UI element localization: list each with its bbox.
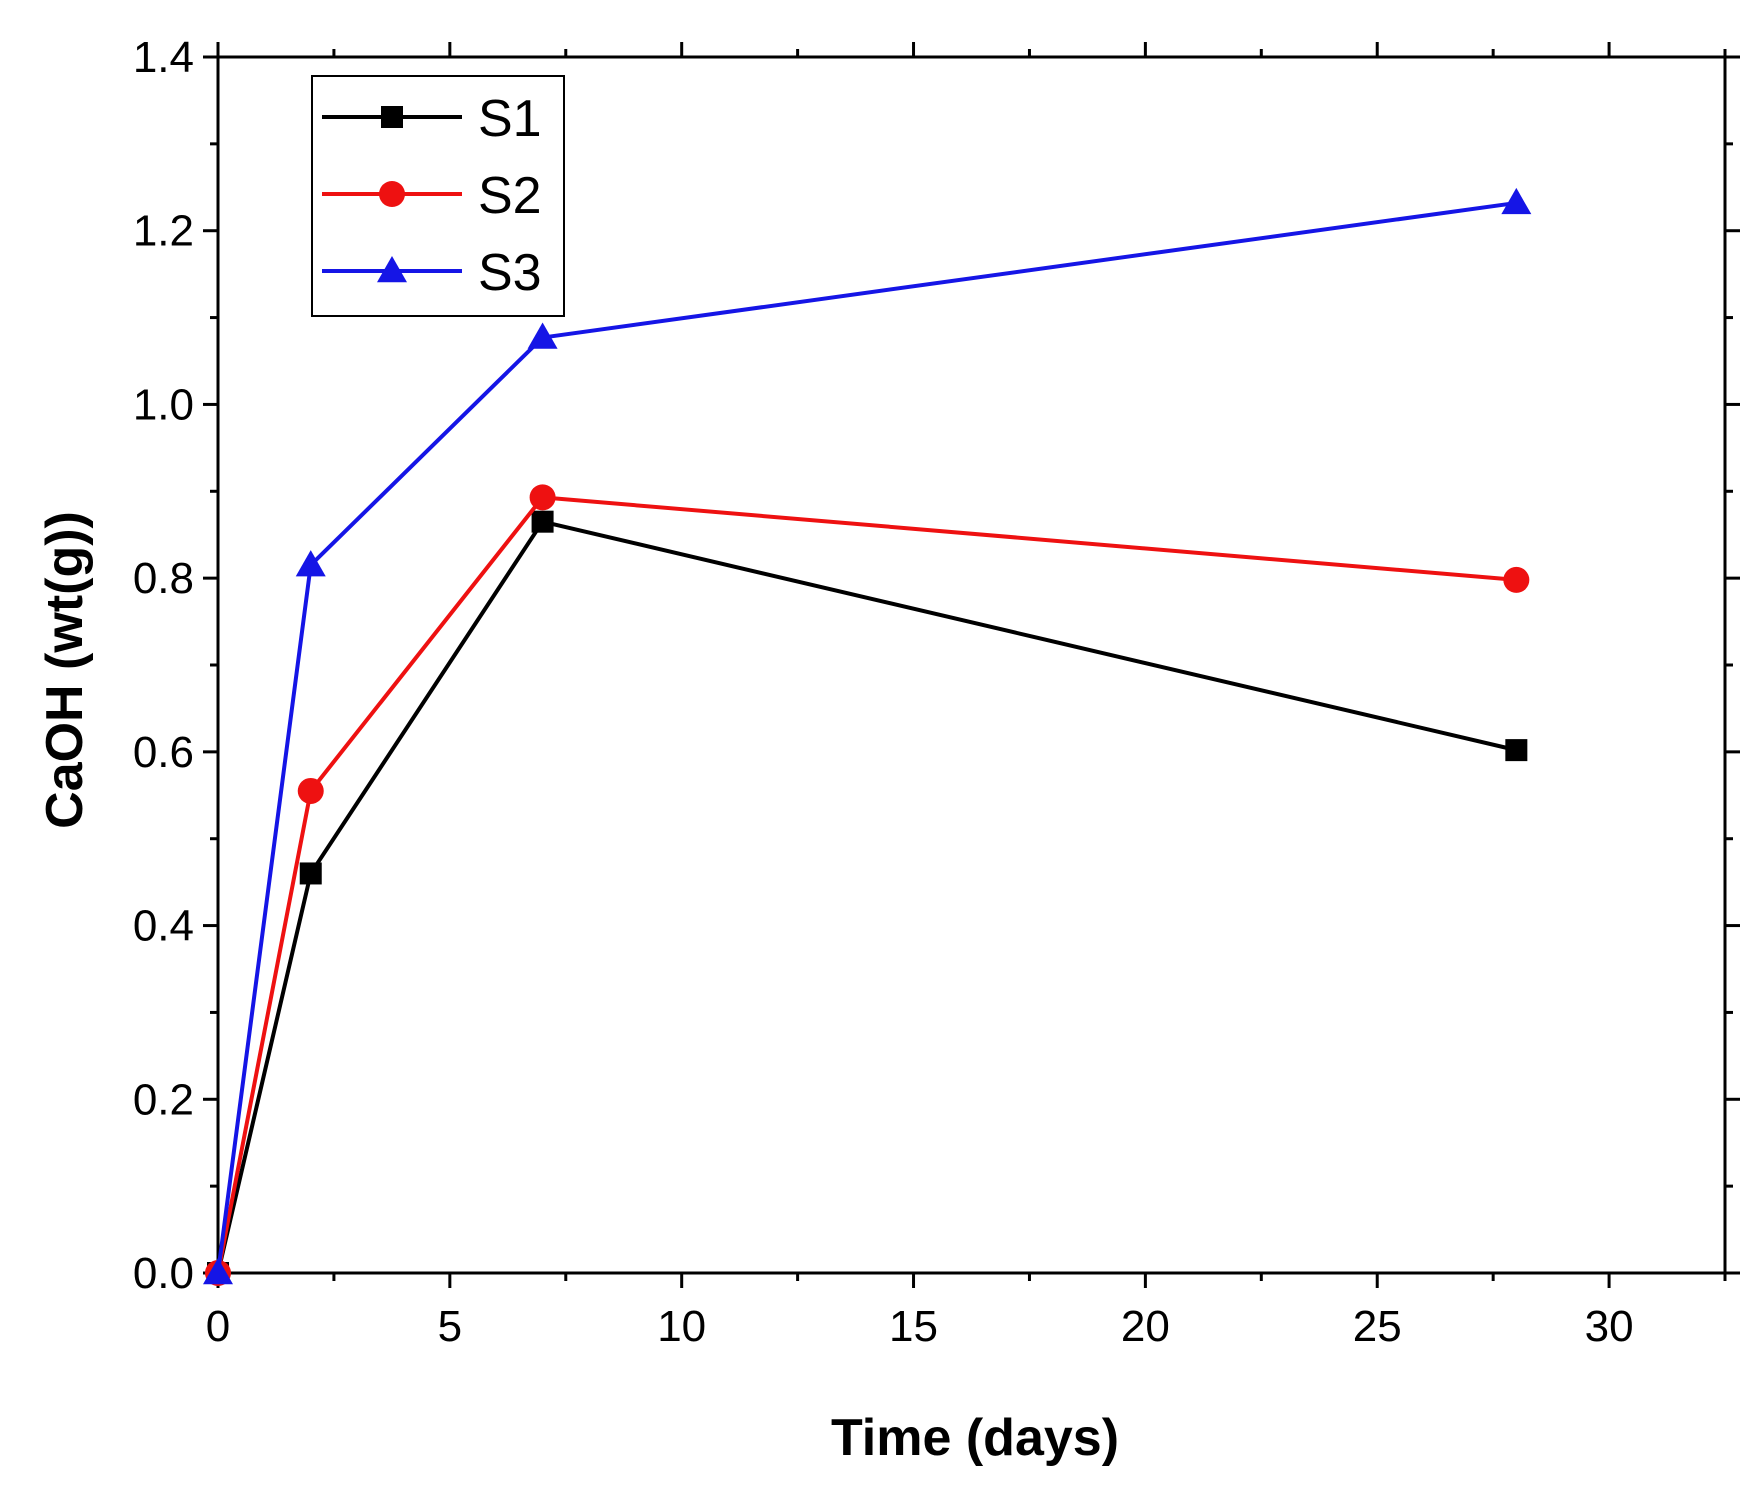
y-tick-label: 1.0 — [133, 380, 194, 429]
legend: S1 S2 S3 — [311, 75, 565, 317]
data-point — [1505, 739, 1528, 762]
y-tick-label: 0.4 — [133, 902, 194, 951]
y-tick-label: 0.8 — [133, 554, 194, 603]
series-layer — [203, 187, 1532, 1286]
data-point — [203, 1258, 233, 1285]
y-tick-label: 1.2 — [133, 207, 194, 256]
data-point — [531, 510, 554, 533]
legend-item-s3: S3 — [322, 244, 542, 302]
data-point — [527, 322, 558, 349]
y-tick-label: 0.2 — [133, 1075, 194, 1124]
data-point — [1503, 566, 1530, 593]
y-axis-title: CaOH (wt(g)) — [36, 511, 94, 829]
x-axis-ticks: 0 5 10 15 20 25 30 — [206, 42, 1727, 1351]
x-tick-label: 20 — [1121, 1302, 1170, 1351]
x-tick-label: 25 — [1353, 1302, 1402, 1351]
data-point — [299, 862, 322, 885]
legend-label: S1 — [478, 90, 542, 148]
x-tick-label: 15 — [889, 1302, 938, 1351]
legend-item-s1: S1 — [322, 90, 542, 148]
legend-marker — [381, 106, 403, 128]
x-tick-label: 0 — [206, 1302, 230, 1351]
x-tick-label: 5 — [438, 1302, 462, 1351]
legend-item-s2: S2 — [322, 167, 542, 225]
data-point — [1501, 187, 1532, 215]
legend-marker — [377, 256, 407, 283]
series-line — [216, 495, 1517, 1274]
legend-marker — [379, 181, 405, 207]
y-tick-label: 1.4 — [133, 33, 194, 82]
data-point — [295, 550, 326, 577]
x-axis-title: Time (days) — [831, 1409, 1119, 1467]
y-axis-ticks: 0.0 0.2 0.4 0.6 0.8 1.0 1.2 1.4 — [133, 33, 1740, 1298]
series-s3 — [203, 187, 1532, 1285]
y-tick-label: 0.0 — [133, 1249, 194, 1298]
x-tick-label: 30 — [1585, 1302, 1634, 1351]
data-point — [297, 777, 324, 804]
x-tick-label: 10 — [657, 1302, 706, 1351]
legend-label: S3 — [478, 244, 542, 302]
y-tick-label: 0.6 — [133, 728, 194, 777]
series-line — [216, 519, 1517, 1274]
series-line — [216, 200, 1517, 1274]
data-point — [529, 484, 556, 511]
legend-label: S2 — [478, 167, 542, 225]
